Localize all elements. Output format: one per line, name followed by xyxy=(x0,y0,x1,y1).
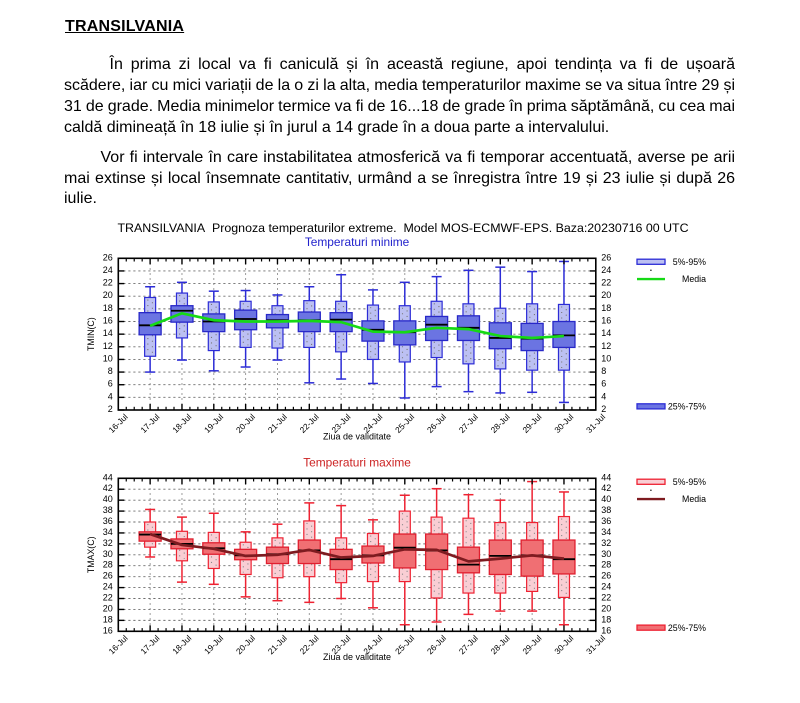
svg-text:20: 20 xyxy=(601,603,611,613)
svg-text:16: 16 xyxy=(601,316,611,326)
svg-text:24: 24 xyxy=(601,265,611,275)
svg-text:26: 26 xyxy=(103,252,113,262)
svg-text:19-Jul: 19-Jul xyxy=(202,412,225,435)
svg-text:26-Jul: 26-Jul xyxy=(425,412,448,435)
svg-text:34: 34 xyxy=(103,527,113,537)
svg-text:21-Jul: 21-Jul xyxy=(266,633,289,656)
svg-text:17-Jul: 17-Jul xyxy=(138,412,161,435)
svg-text:36: 36 xyxy=(601,516,611,526)
svg-text:28-Jul: 28-Jul xyxy=(489,412,512,435)
svg-text:Media: Media xyxy=(682,274,706,284)
svg-text:20-Jul: 20-Jul xyxy=(234,633,257,656)
svg-text:20-Jul: 20-Jul xyxy=(234,412,257,435)
svg-text:25-Jul: 25-Jul xyxy=(393,412,416,435)
svg-text:12: 12 xyxy=(103,341,113,351)
svg-text:4: 4 xyxy=(108,391,113,401)
svg-text:28-Jul: 28-Jul xyxy=(489,633,512,656)
svg-text:16-Jul: 16-Jul xyxy=(107,412,130,435)
svg-text:27-Jul: 27-Jul xyxy=(457,633,480,656)
svg-text:16: 16 xyxy=(103,316,113,326)
svg-text:30: 30 xyxy=(103,549,113,559)
svg-text:24: 24 xyxy=(103,582,113,592)
svg-text:22: 22 xyxy=(601,278,611,288)
svg-text:42: 42 xyxy=(601,483,611,493)
svg-text:18: 18 xyxy=(103,303,113,313)
svg-text:20: 20 xyxy=(103,603,113,613)
svg-text:18: 18 xyxy=(103,614,113,624)
svg-text:Temperaturi minime: Temperaturi minime xyxy=(305,235,410,249)
svg-text:28: 28 xyxy=(103,560,113,570)
svg-text:5%-95%: 5%-95% xyxy=(673,477,706,487)
svg-text:25%-75%: 25%-75% xyxy=(668,402,706,412)
svg-text:2: 2 xyxy=(601,404,606,414)
svg-text:18-Jul: 18-Jul xyxy=(170,412,193,435)
svg-text:8: 8 xyxy=(108,366,113,376)
svg-text:22-Jul: 22-Jul xyxy=(298,412,321,435)
svg-text:Ziua de validitate: Ziua de validitate xyxy=(323,652,391,662)
svg-text:40: 40 xyxy=(103,494,113,504)
svg-text:30: 30 xyxy=(601,549,611,559)
svg-text:19-Jul: 19-Jul xyxy=(202,633,225,656)
svg-text:40: 40 xyxy=(601,494,611,504)
svg-text:28: 28 xyxy=(601,560,611,570)
svg-text:Ziua de validitate: Ziua de validitate xyxy=(323,432,391,442)
svg-text:26: 26 xyxy=(103,571,113,581)
svg-text:31-Jul: 31-Jul xyxy=(584,412,607,435)
svg-text:TMIN(C): TMIN(C) xyxy=(86,317,96,351)
svg-text:32: 32 xyxy=(103,538,113,548)
svg-text:27-Jul: 27-Jul xyxy=(457,412,480,435)
svg-text:Media: Media xyxy=(682,494,706,504)
svg-text:22: 22 xyxy=(103,593,113,603)
svg-text:18-Jul: 18-Jul xyxy=(170,633,193,656)
svg-text:18: 18 xyxy=(601,303,611,313)
svg-text:26-Jul: 26-Jul xyxy=(425,633,448,656)
svg-text:44: 44 xyxy=(601,472,611,482)
svg-text:25-Jul: 25-Jul xyxy=(393,633,416,656)
svg-text:6: 6 xyxy=(601,379,606,389)
svg-text:TRANSILVANIA Prognoza tempera: TRANSILVANIA Prognoza temperaturilor ext… xyxy=(117,221,688,235)
svg-text:20: 20 xyxy=(103,290,113,300)
svg-text:30-Jul: 30-Jul xyxy=(552,412,575,435)
svg-text:10: 10 xyxy=(601,353,611,363)
svg-text:24: 24 xyxy=(103,265,113,275)
svg-text:21-Jul: 21-Jul xyxy=(266,412,289,435)
svg-text:10: 10 xyxy=(103,353,113,363)
svg-text:24: 24 xyxy=(601,582,611,592)
svg-text:44: 44 xyxy=(103,472,113,482)
svg-text:30-Jul: 30-Jul xyxy=(552,633,575,656)
svg-text:5%-95%: 5%-95% xyxy=(673,257,706,267)
svg-text:6: 6 xyxy=(108,379,113,389)
svg-text:8: 8 xyxy=(601,366,606,376)
svg-text:16: 16 xyxy=(601,625,611,635)
svg-text:32: 32 xyxy=(601,538,611,548)
svg-text:12: 12 xyxy=(601,341,611,351)
svg-text:14: 14 xyxy=(601,328,611,338)
svg-text:22-Jul: 22-Jul xyxy=(298,633,321,656)
svg-text:42: 42 xyxy=(103,483,113,493)
svg-text:38: 38 xyxy=(103,505,113,515)
svg-text:31-Jul: 31-Jul xyxy=(584,633,607,656)
svg-text:Temperaturi maxime: Temperaturi maxime xyxy=(303,456,411,470)
svg-text:16: 16 xyxy=(103,625,113,635)
svg-text:26: 26 xyxy=(601,252,611,262)
svg-text:22: 22 xyxy=(103,278,113,288)
svg-text:16-Jul: 16-Jul xyxy=(107,633,130,656)
svg-text:22: 22 xyxy=(601,593,611,603)
svg-text:38: 38 xyxy=(601,505,611,515)
svg-text:TMAX(C): TMAX(C) xyxy=(86,536,96,573)
svg-text:25%-75%: 25%-75% xyxy=(668,623,706,633)
svg-text:34: 34 xyxy=(601,527,611,537)
svg-text:20: 20 xyxy=(601,290,611,300)
svg-text:2: 2 xyxy=(108,404,113,414)
svg-text:29-Jul: 29-Jul xyxy=(520,633,543,656)
svg-text:36: 36 xyxy=(103,516,113,526)
svg-text:14: 14 xyxy=(103,328,113,338)
svg-text:17-Jul: 17-Jul xyxy=(138,633,161,656)
svg-text:29-Jul: 29-Jul xyxy=(520,412,543,435)
svg-text:4: 4 xyxy=(601,391,606,401)
svg-text:18: 18 xyxy=(601,614,611,624)
svg-text:26: 26 xyxy=(601,571,611,581)
